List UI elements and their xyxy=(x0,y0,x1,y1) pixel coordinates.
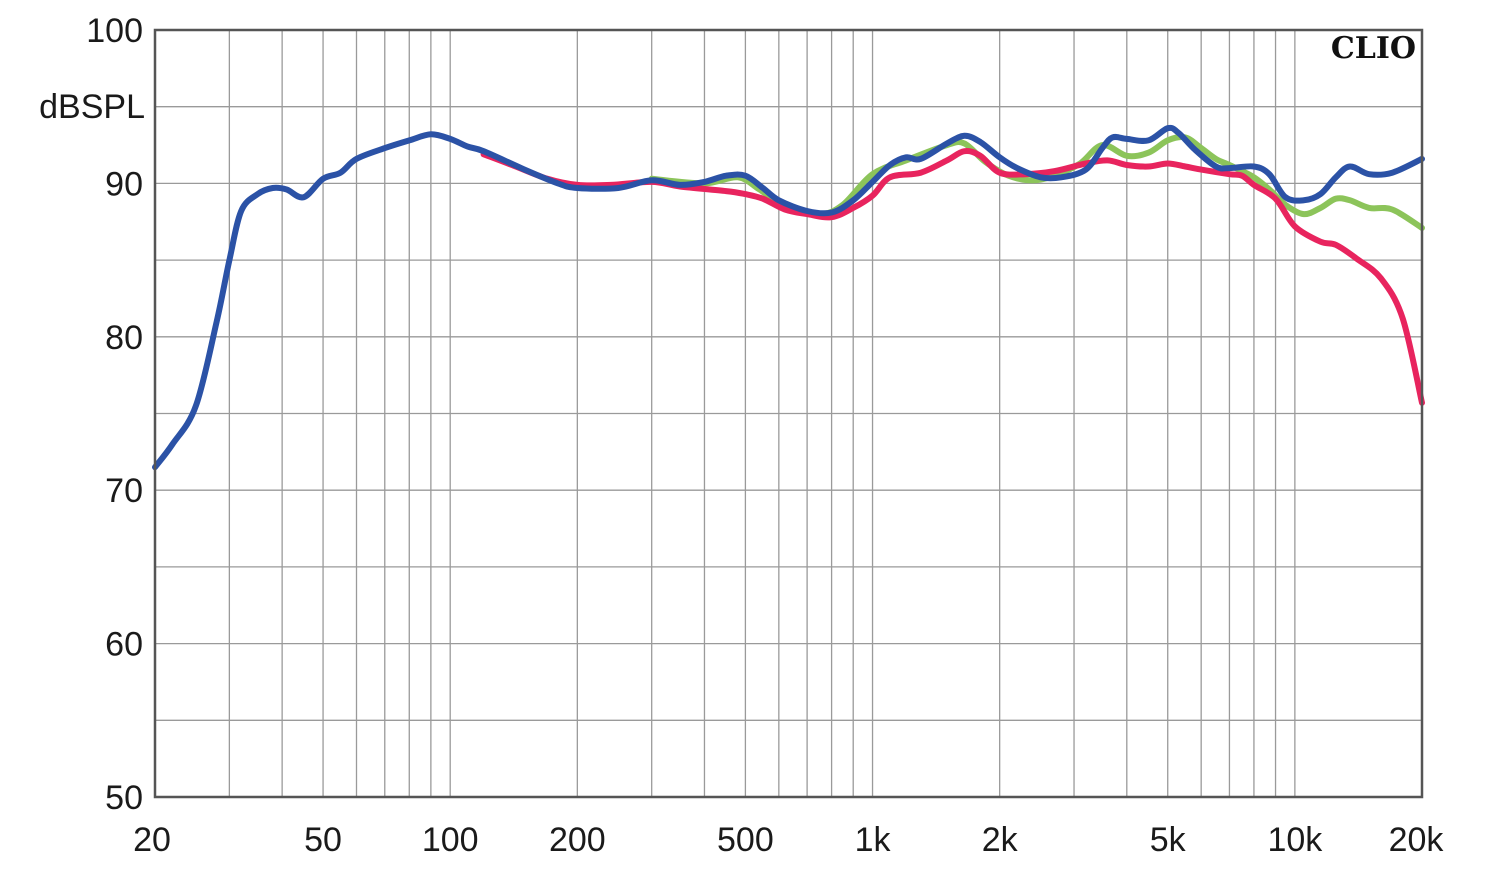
series-line-3 xyxy=(152,124,1425,471)
x-tick-labels: 20 50 100 200 500 1k 2k 5k 10k 20k xyxy=(133,821,1444,859)
series-line-2 xyxy=(480,148,1425,406)
clio-watermark: CLIO xyxy=(1331,31,1416,66)
x-tick-label: 1k xyxy=(855,821,892,859)
series-lines xyxy=(152,124,1425,471)
x-tick-label: 50 xyxy=(304,821,342,859)
y-tick-label: 90 xyxy=(105,165,143,203)
y-axis-label: dBSPL xyxy=(39,88,145,126)
x-tick-label: 500 xyxy=(717,821,774,859)
y-tick-label: 60 xyxy=(105,626,143,664)
y-tick-label: 80 xyxy=(105,319,143,357)
x-tick-label: 10k xyxy=(1267,821,1323,859)
y-tick-label: 100 xyxy=(86,12,143,50)
y-tick-label: 70 xyxy=(105,472,143,510)
x-tick-label: 200 xyxy=(549,821,606,859)
x-tick-label: 2k xyxy=(982,821,1019,859)
x-tick-label: 20 xyxy=(133,821,171,859)
y-tick-labels: 100 90 80 70 60 50 xyxy=(86,12,143,817)
x-tick-label: 100 xyxy=(422,821,479,859)
y-tick-label: 50 xyxy=(105,779,143,817)
x-tick-label: 20k xyxy=(1389,821,1445,859)
series-line-1 xyxy=(648,133,1425,231)
plot-frame xyxy=(153,28,1424,799)
x-tick-label: 5k xyxy=(1150,821,1187,859)
grid xyxy=(154,29,1423,798)
